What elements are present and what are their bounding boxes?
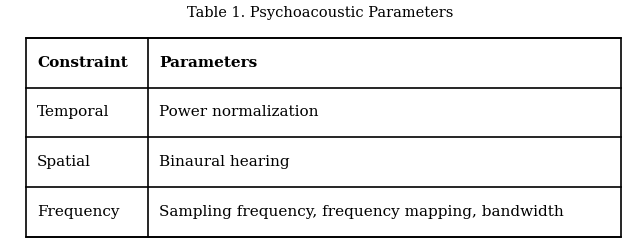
Text: Binaural hearing: Binaural hearing bbox=[159, 155, 290, 169]
Bar bbox=[26, 38, 621, 237]
Text: Table 1. Psychoacoustic Parameters: Table 1. Psychoacoustic Parameters bbox=[187, 6, 453, 20]
Text: Frequency: Frequency bbox=[37, 205, 120, 219]
Text: Parameters: Parameters bbox=[159, 56, 257, 70]
Text: Spatial: Spatial bbox=[37, 155, 91, 169]
Text: Sampling frequency, frequency mapping, bandwidth: Sampling frequency, frequency mapping, b… bbox=[159, 205, 564, 219]
Text: Constraint: Constraint bbox=[37, 56, 128, 70]
Text: Power normalization: Power normalization bbox=[159, 105, 319, 119]
Text: Temporal: Temporal bbox=[37, 105, 109, 119]
